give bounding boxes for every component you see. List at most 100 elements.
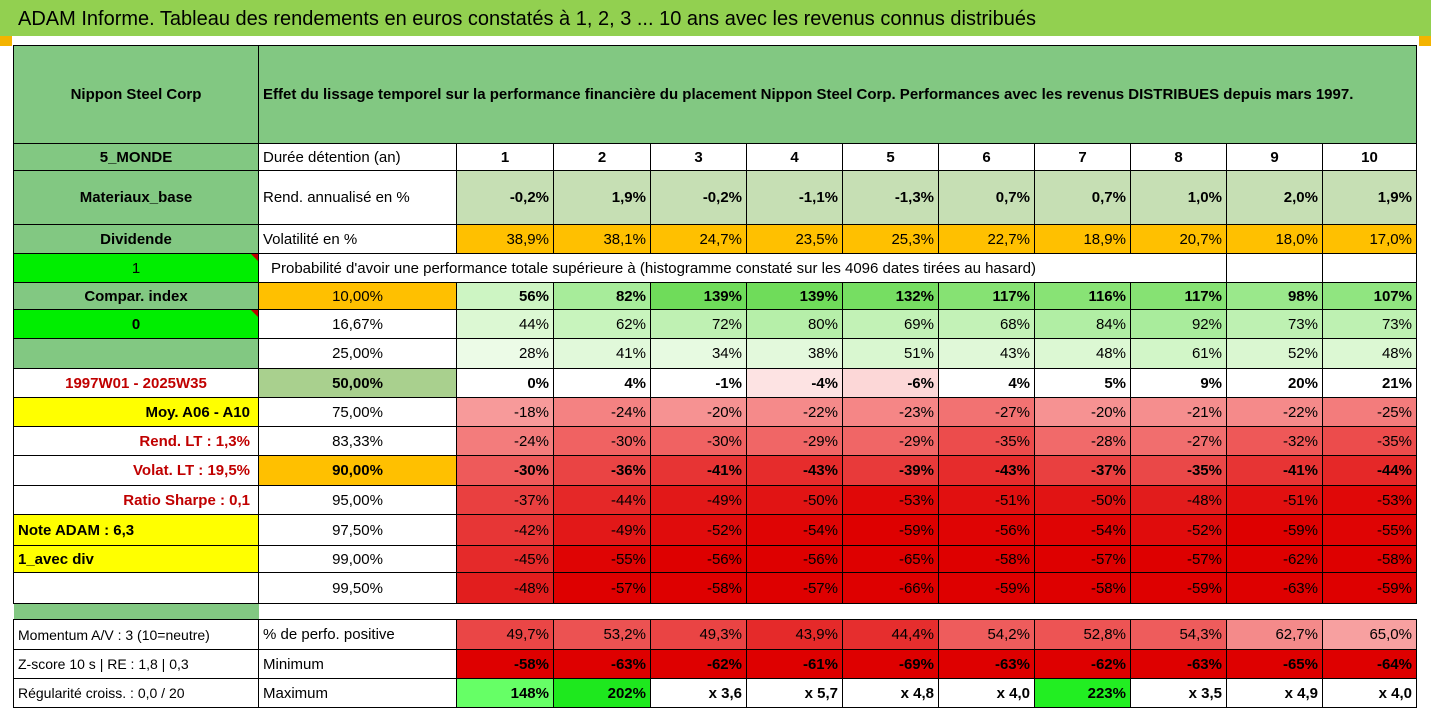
quantile-cell: 48% (1322, 338, 1417, 369)
quantile-label: 50,00% (258, 368, 457, 398)
positive-cell: 54,2% (938, 619, 1035, 650)
company-name: Nippon Steel Corp (13, 45, 259, 144)
volat-lt-label: Volat. LT : 19,5% (13, 455, 259, 486)
minimum-cell: -61% (746, 649, 843, 679)
maximum-cell: 202% (553, 678, 651, 708)
volat-cell: 20,7% (1130, 224, 1227, 254)
quantile-cell: 48% (1034, 338, 1131, 369)
minimum-cell: -63% (938, 649, 1035, 679)
empty-cell (1322, 253, 1417, 283)
years-row: 5_MONDE Durée détention (an) 1 2 3 4 5 6… (13, 143, 1417, 171)
quantile-cell: 51% (842, 338, 939, 369)
proba-label: Probabilité d'avoir une performance tota… (258, 253, 1227, 283)
quantile-cell: -51% (1226, 485, 1323, 515)
quantile-label: 99,00% (258, 545, 457, 573)
year-cell: 8 (1130, 143, 1227, 171)
rend-cell: 1,9% (1322, 170, 1417, 225)
rend-cell: 1,9% (553, 170, 651, 225)
year-cell: 10 (1322, 143, 1417, 171)
quantile-label: 97,50% (258, 514, 457, 546)
quantile-cell: -23% (842, 397, 939, 427)
quantile-cell: -43% (938, 455, 1035, 486)
quantile-label: 16,67% (258, 309, 457, 339)
quantile-cell: -59% (938, 572, 1035, 604)
maximum-cell: x 4,9 (1226, 678, 1323, 708)
spacer-blank (258, 603, 1417, 620)
volat-cell: 18,9% (1034, 224, 1131, 254)
quantile-cell: -59% (1226, 514, 1323, 546)
quantile-cell: 117% (1130, 282, 1227, 310)
quantile-cell: -58% (650, 572, 747, 604)
quantile-cell: -58% (1322, 545, 1417, 573)
quantile-cell: -52% (650, 514, 747, 546)
maximum-row: Régularité croiss. : 0,0 / 20 Maximum 14… (13, 678, 1417, 708)
maximum-label: Maximum (258, 678, 457, 708)
rend-cell: -0,2% (456, 170, 554, 225)
minimum-cell: -63% (553, 649, 651, 679)
quantile-cell: -56% (650, 545, 747, 573)
maximum-cell: x 4,0 (938, 678, 1035, 708)
quantile-cell: -53% (842, 485, 939, 515)
header-row: Nippon Steel Corp Effet du lissage tempo… (13, 45, 1417, 144)
positive-cell: 54,3% (1130, 619, 1227, 650)
minimum-cell: -64% (1322, 649, 1417, 679)
quantile-cell: 132% (842, 282, 939, 310)
quantile-label: 90,00% (258, 455, 457, 486)
quantile-cell: -45% (456, 545, 554, 573)
quantile-cell: 62% (553, 309, 651, 339)
quantile-cell: 92% (1130, 309, 1227, 339)
avec-div-label: 1_avec div (13, 545, 259, 573)
quantile-cell: -55% (1322, 514, 1417, 546)
quantile-cell: -48% (456, 572, 554, 604)
minimum-cell: -62% (1034, 649, 1131, 679)
quantile-cell: -54% (746, 514, 843, 546)
sharpe-label: Ratio Sharpe : 0,1 (13, 485, 259, 515)
quantile-label: 83,33% (258, 426, 457, 456)
year-cell: 2 (553, 143, 651, 171)
quantile-cell: -24% (553, 397, 651, 427)
quantile-cell: 44% (456, 309, 554, 339)
volat-cell: 38,9% (456, 224, 554, 254)
maximum-cell: x 5,7 (746, 678, 843, 708)
volat-cell: 25,3% (842, 224, 939, 254)
quantile-cell: -18% (456, 397, 554, 427)
quantile-cell: 21% (1322, 368, 1417, 398)
zero-value: 0 (13, 309, 259, 339)
corner-marker-right (1419, 36, 1431, 46)
quantile-cell: 34% (650, 338, 747, 369)
quantile-cell: -50% (746, 485, 843, 515)
quantile-cell: 52% (1226, 338, 1323, 369)
report-title: ADAM Informe. Tableau des rendements en … (0, 0, 1431, 36)
quantile-cell: -65% (842, 545, 939, 573)
positive-cell: 49,7% (456, 619, 554, 650)
quantile-cell: -50% (1034, 485, 1131, 515)
quantile-cell: -22% (1226, 397, 1323, 427)
year-cell: 5 (842, 143, 939, 171)
quantile-cell: -55% (553, 545, 651, 573)
quantile-cell: 80% (746, 309, 843, 339)
quantile-cell: 28% (456, 338, 554, 369)
quantile-cell: -25% (1322, 397, 1417, 427)
quantile-cell: -49% (553, 514, 651, 546)
quantile-cell: -36% (553, 455, 651, 486)
quantile-cell: 0% (456, 368, 554, 398)
quantile-row: 0 16,67% 44% 62% 72% 80% 69% 68% 84% 92%… (13, 309, 1417, 339)
quantile-cell: -59% (1322, 572, 1417, 604)
quantile-cell: -58% (1034, 572, 1131, 604)
empty-cell (1226, 253, 1323, 283)
quantile-cell: -1% (650, 368, 747, 398)
rend-cell: -1,3% (842, 170, 939, 225)
quantile-cell: 139% (650, 282, 747, 310)
quantile-row: Ratio Sharpe : 0,1 95,00% -37% -44% -49%… (13, 485, 1417, 515)
quantile-cell: -57% (746, 572, 843, 604)
volat-cell: 22,7% (938, 224, 1035, 254)
quantile-cell: -62% (1226, 545, 1323, 573)
region-label: 5_MONDE (13, 143, 259, 171)
quantile-row: Volat. LT : 19,5% 90,00% -30% -36% -41% … (13, 455, 1417, 486)
quantile-cell: 4% (553, 368, 651, 398)
quantile-cell: 107% (1322, 282, 1417, 310)
minimum-row: Z-score 10 s | RE : 1,8 | 0,3 Minimum -5… (13, 649, 1417, 679)
quantile-cell: -30% (553, 426, 651, 456)
dividend-label: Dividende (13, 224, 259, 254)
regularite-label: Régularité croiss. : 0,0 / 20 (13, 678, 259, 708)
